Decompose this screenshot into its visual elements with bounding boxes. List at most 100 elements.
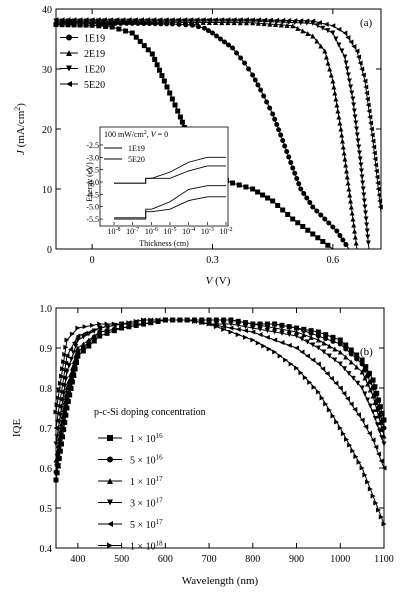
legend-marker-b	[107, 521, 113, 527]
data-point-a-5E20	[360, 72, 366, 78]
data-point-a-1E19	[288, 160, 294, 165]
data-point-b	[343, 342, 349, 348]
data-point-a-1E19	[334, 228, 340, 234]
data-point-a-1E20	[358, 162, 364, 168]
data-point-b	[63, 392, 69, 398]
data-point-a-5E20	[342, 30, 348, 36]
data-point-b	[332, 346, 338, 352]
data-point-b	[367, 403, 373, 409]
x-tick-label-a: 0.6	[327, 255, 340, 266]
legend-label-a-1E19: 1E19	[84, 34, 105, 45]
data-point-b	[337, 425, 343, 431]
data-point-a-2E19	[284, 22, 290, 28]
data-point-a-2E19	[325, 60, 331, 66]
data-point-b	[342, 366, 348, 372]
data-point-a-1E20	[364, 228, 370, 234]
data-point-b	[243, 328, 249, 334]
data-point-b	[67, 383, 73, 389]
data-point-b	[64, 337, 70, 343]
data-point-a-1E19	[230, 45, 236, 51]
data-point-b	[61, 407, 67, 413]
data-point-b	[340, 431, 346, 437]
data-point-b	[294, 325, 300, 331]
inset-xlabel: Thickness (cm)	[139, 239, 189, 248]
data-point-a-2E19	[352, 228, 358, 234]
data-point-a-2E19	[318, 43, 324, 49]
data-point-b	[365, 397, 371, 403]
data-point-a-1E19	[242, 60, 248, 66]
data-point-b	[381, 441, 387, 447]
data-point-a-1E19	[222, 39, 228, 45]
data-point-a-2E19	[335, 108, 341, 114]
data-point-b	[126, 324, 132, 330]
data-point-a-1E19	[250, 72, 256, 78]
data-point-b	[257, 322, 263, 328]
data-point-b	[213, 324, 219, 330]
panel-b-legend-title: p-c-Si doping concentration	[94, 407, 206, 418]
data-point-a-2E19	[255, 20, 261, 26]
x-tick-label-a: 0	[90, 255, 95, 266]
data-point-b	[326, 353, 332, 359]
data-point-a-1E19	[296, 181, 302, 187]
data-point-b	[221, 317, 227, 323]
x-tick-label-b: 700	[202, 554, 217, 565]
data-point-a-5E20	[376, 192, 382, 198]
series-line-b	[55, 319, 385, 481]
data-point-a-2E19	[341, 150, 347, 156]
data-point-a-9E18	[255, 189, 261, 195]
data-point-a-5E20	[371, 144, 377, 150]
data-point-a-5E20	[157, 17, 163, 23]
data-point-b	[354, 364, 360, 370]
data-point-a-2E19	[328, 72, 334, 78]
data-point-a-2E19	[332, 90, 338, 96]
data-point-b	[337, 385, 343, 391]
data-point-a-1E20	[363, 216, 369, 222]
data-point-b	[319, 395, 325, 401]
data-point-a-5E20	[163, 17, 169, 23]
data-point-a-2E19	[348, 198, 354, 204]
data-point-b	[235, 318, 241, 324]
data-point-b	[345, 396, 351, 402]
y-tick-label-a: 40	[42, 5, 52, 16]
legend-label-a-1E20: 1E20	[84, 65, 105, 76]
data-point-a-2E19	[353, 240, 359, 246]
data-point-b	[65, 390, 71, 396]
data-point-a-1E20	[361, 198, 367, 204]
data-point-b	[255, 340, 261, 346]
data-point-a-5E20	[95, 17, 101, 23]
data-point-a-9E18	[250, 186, 256, 192]
data-point-a-2E19	[346, 186, 352, 192]
data-point-a-2E19	[349, 210, 355, 216]
data-point-b	[73, 352, 79, 358]
data-point-b	[337, 341, 343, 347]
data-point-b	[70, 350, 76, 356]
y-tick-label-b: 0.9	[40, 344, 53, 355]
data-point-a-5E20	[375, 186, 381, 192]
panel-b-tag: (b)	[360, 346, 373, 358]
data-point-b	[228, 325, 234, 331]
data-point-b	[257, 326, 263, 332]
data-point-a-2E19	[295, 25, 301, 31]
data-point-a-5E20	[363, 84, 369, 90]
data-point-a-5E20	[377, 198, 383, 204]
data-point-b	[228, 329, 234, 335]
data-point-a-5E20	[182, 17, 188, 23]
data-point-b	[378, 458, 384, 464]
data-point-b	[243, 320, 249, 326]
data-point-a-1E19	[294, 176, 300, 181]
data-point-a-5E20	[77, 17, 83, 23]
data-point-b	[72, 366, 78, 372]
data-point-a-5E20	[369, 132, 375, 138]
data-point-b	[206, 321, 212, 327]
data-point-a-1E19	[322, 216, 328, 222]
data-point-b	[341, 390, 347, 396]
inset-legend-label-5E20: 5E20	[128, 155, 145, 164]
data-point-b	[71, 373, 77, 378]
data-point-a-1E20	[333, 36, 339, 42]
data-point-a-1E20	[346, 78, 352, 84]
data-point-b	[235, 322, 241, 328]
data-point-a-1E20	[348, 84, 354, 90]
data-point-a-1E20	[356, 144, 362, 150]
data-point-b	[315, 329, 321, 335]
data-point-b	[184, 317, 190, 323]
